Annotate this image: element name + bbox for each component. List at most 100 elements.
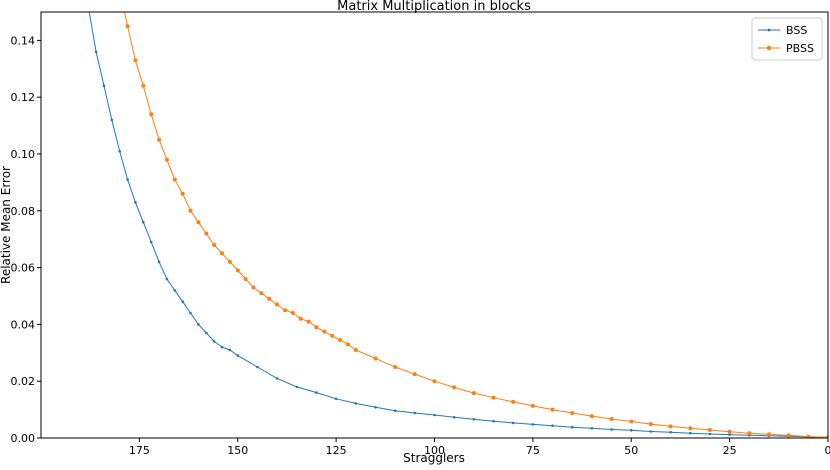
data-point-bss: [335, 398, 338, 401]
data-point-pbss: [259, 291, 263, 295]
data-point-bss: [150, 241, 153, 244]
series-line-pbss: [120, 0, 828, 437]
data-point-pbss: [629, 420, 633, 424]
legend-label: BSS: [786, 24, 807, 37]
data-point-pbss: [688, 426, 692, 430]
data-point-pbss: [472, 391, 476, 395]
y-tick-label: 0.04: [11, 318, 36, 331]
data-point-pbss: [649, 422, 653, 426]
data-point-bss: [118, 150, 121, 153]
data-point-bss: [591, 427, 594, 430]
data-point-pbss: [228, 260, 232, 264]
x-tick-label: 125: [326, 444, 347, 457]
data-point-bss: [221, 346, 224, 349]
data-point-bss: [174, 289, 177, 292]
legend: BSS PBSS: [752, 18, 822, 60]
data-point-bss: [296, 386, 299, 389]
x-tick-label: 150: [227, 444, 248, 457]
data-point-pbss: [212, 243, 216, 247]
plot-frame: [41, 12, 828, 438]
data-point-bss: [532, 423, 535, 426]
data-point-pbss: [433, 379, 437, 383]
data-point-pbss: [204, 232, 208, 236]
data-point-pbss: [330, 334, 334, 338]
x-tick-label: 0: [825, 444, 830, 457]
data-point-pbss: [338, 338, 342, 342]
data-point-bss: [669, 431, 672, 434]
data-point-bss: [610, 428, 613, 431]
legend-marker: [768, 29, 771, 32]
data-point-pbss: [610, 417, 614, 421]
x-tick-label: 75: [526, 444, 540, 457]
data-point-pbss: [669, 424, 673, 428]
series-group: [79, 0, 830, 439]
data-point-bss: [571, 426, 574, 429]
data-point-bss: [197, 323, 200, 326]
x-tick-label: 175: [129, 444, 150, 457]
data-point-pbss: [374, 357, 378, 361]
y-tick-label: 0.08: [11, 205, 36, 218]
data-point-pbss: [354, 348, 358, 352]
data-point-bss: [205, 332, 208, 335]
x-tick-label: 50: [624, 444, 638, 457]
x-tick-label: 25: [723, 444, 737, 457]
data-point-pbss: [307, 320, 311, 324]
data-point-pbss: [252, 286, 256, 290]
series-line-bss: [80, 0, 828, 437]
data-point-pbss: [196, 220, 200, 224]
data-point-pbss: [189, 209, 193, 213]
data-point-pbss: [590, 414, 594, 418]
data-point-pbss: [165, 158, 169, 162]
data-point-pbss: [267, 297, 271, 301]
data-point-pbss: [141, 84, 145, 88]
data-point-bss: [229, 349, 232, 352]
data-point-pbss: [322, 330, 326, 334]
data-point-pbss: [291, 311, 295, 315]
data-point-pbss: [747, 431, 751, 435]
data-point-bss: [689, 432, 692, 435]
data-point-pbss: [728, 430, 732, 434]
data-point-bss: [394, 409, 397, 412]
data-point-pbss: [181, 192, 185, 196]
data-point-pbss: [126, 24, 130, 28]
legend-label: PBSS: [786, 42, 814, 55]
data-point-bss: [87, 5, 90, 8]
data-point-pbss: [220, 251, 224, 255]
y-tick-label: 0.12: [11, 91, 36, 104]
x-tick-label: 100: [424, 444, 445, 457]
data-point-bss: [492, 420, 495, 423]
y-tick-label: 0.14: [11, 34, 36, 47]
data-point-pbss: [570, 411, 574, 415]
data-point-bss: [709, 433, 712, 436]
data-point-bss: [256, 366, 259, 369]
data-point-bss: [473, 418, 476, 421]
data-point-bss: [142, 221, 145, 224]
y-tick-label: 0.06: [11, 262, 36, 275]
data-point-bss: [315, 391, 318, 394]
data-point-bss: [630, 429, 633, 432]
data-point-bss: [111, 119, 114, 122]
data-point-pbss: [492, 396, 496, 400]
data-point-pbss: [314, 325, 318, 329]
data-point-pbss: [157, 138, 161, 142]
data-point-bss: [276, 377, 279, 380]
data-point-bss: [126, 178, 129, 181]
data-point-bss: [453, 416, 456, 419]
data-point-pbss: [393, 365, 397, 369]
y-tick-label: 0.10: [11, 148, 36, 161]
data-point-bss: [158, 261, 161, 264]
data-point-pbss: [244, 277, 248, 281]
data-point-pbss: [275, 303, 279, 307]
data-point-pbss: [149, 112, 153, 116]
data-point-bss: [95, 51, 98, 54]
data-point-bss: [237, 354, 240, 357]
data-point-pbss: [173, 178, 177, 182]
data-point-pbss: [511, 400, 515, 404]
data-point-bss: [374, 406, 377, 409]
data-point-bss: [213, 340, 216, 343]
data-point-bss: [189, 312, 192, 315]
data-point-bss: [103, 85, 106, 88]
data-point-bss: [181, 300, 184, 303]
